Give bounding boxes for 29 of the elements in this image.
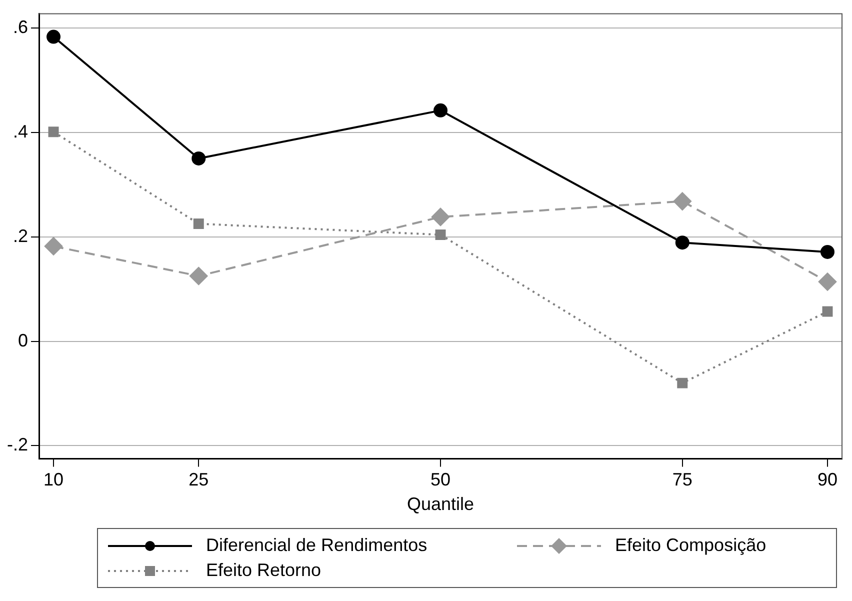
legend-label: Diferencial de Rendimentos (206, 535, 428, 556)
legend-label: Efeito Retorno (206, 560, 322, 581)
point (190, 266, 208, 285)
point (822, 306, 833, 317)
y-tick-label: .6 (12, 16, 28, 37)
point (434, 103, 448, 118)
point (44, 237, 63, 256)
point (193, 218, 204, 230)
point (48, 126, 59, 138)
point (432, 208, 450, 226)
y-tick-label: 0 (18, 330, 28, 350)
y-tick-label: .2 (12, 226, 28, 246)
x-tick-label: 90 (817, 470, 838, 490)
x-axis-title: Quantile (406, 494, 474, 514)
point (46, 30, 61, 44)
x-tick-label: 75 (672, 470, 692, 490)
y-tick-label: -.2 (6, 434, 28, 455)
x-tick-label: 50 (430, 470, 451, 490)
point (435, 229, 446, 240)
x-tick-label: 25 (188, 470, 209, 490)
point (192, 151, 206, 166)
point (820, 244, 834, 259)
y-tick-label: .4 (12, 121, 28, 142)
point (818, 272, 836, 291)
point (675, 236, 690, 250)
point (673, 192, 692, 210)
legend-label: Efeito Composição (615, 535, 766, 556)
point (677, 378, 688, 388)
x-tick-label: 10 (44, 470, 64, 490)
